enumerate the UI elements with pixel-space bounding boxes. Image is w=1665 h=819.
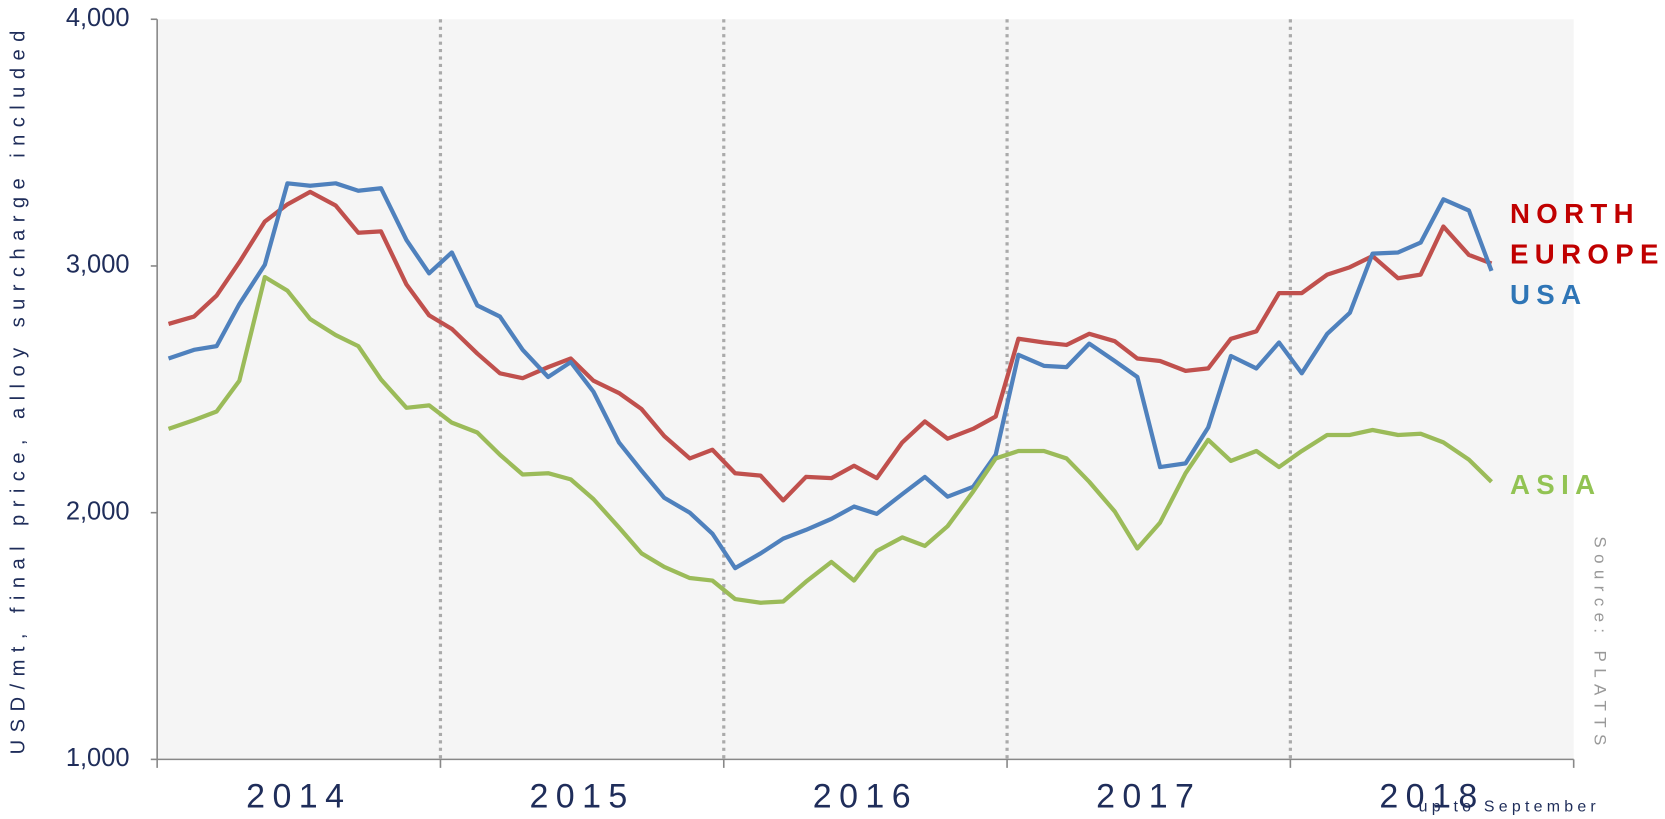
series-label-box: NORTH EUROPE bbox=[1510, 193, 1665, 278]
y-tick-label: 4,000 bbox=[66, 4, 130, 32]
x-tick-label: 2018 bbox=[1379, 778, 1484, 816]
x-tick-label: 2017 bbox=[1096, 778, 1201, 816]
series-label-box: ASIA bbox=[1510, 464, 1665, 549]
y-tick-label: 1,000 bbox=[66, 744, 130, 772]
y-axis-label: USD/mt, final price, alloy surcharge inc… bbox=[7, 23, 29, 754]
series-label: USA bbox=[1510, 274, 1665, 314]
plot-background bbox=[157, 19, 1574, 759]
series-label-box: USA bbox=[1510, 274, 1665, 359]
x-tick-label: 2016 bbox=[813, 778, 918, 816]
page: USD/mt, final price, alloy surcharge inc… bbox=[0, 0, 1665, 819]
x-tick-label: 2015 bbox=[529, 778, 634, 816]
series-label: ASIA bbox=[1510, 464, 1665, 504]
series-label: NORTH EUROPE bbox=[1510, 193, 1665, 274]
source: Source: PLATTS bbox=[1591, 536, 1610, 751]
x-tick-label: 2014 bbox=[246, 778, 351, 816]
y-tick-label: 2,000 bbox=[66, 497, 130, 525]
y-tick-label: 3,000 bbox=[66, 251, 130, 279]
chart: USD/mt, final price, alloy surcharge inc… bbox=[0, 0, 1665, 819]
